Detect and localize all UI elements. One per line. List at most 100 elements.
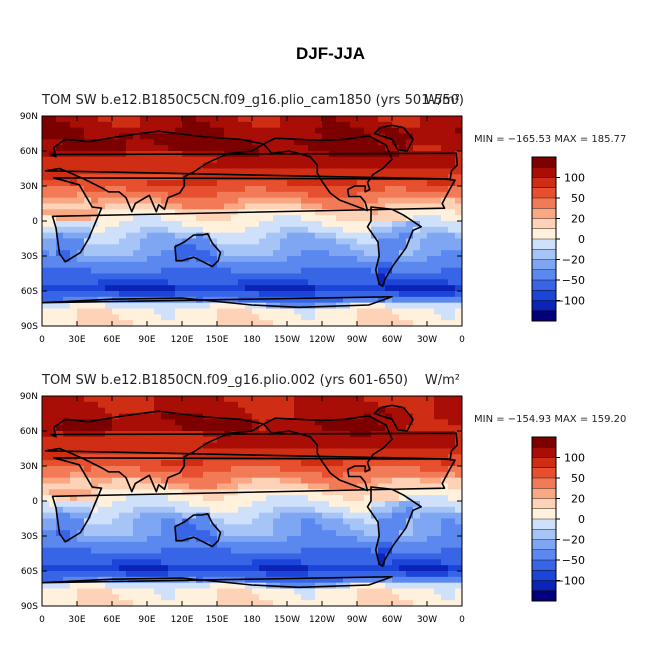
colorbar-box [531,218,557,230]
heatmap-cell [455,506,462,514]
heatmap-cell [77,471,85,479]
heatmap-cell [98,582,106,589]
heatmap-cell [119,244,127,251]
heatmap-cell [182,506,190,514]
heatmap-cell [210,121,218,129]
heatmap-cell [434,145,442,152]
heatmap-cell [350,448,358,455]
heatmap-cell [308,442,316,449]
heatmap-cell [315,547,323,554]
heatmap-cell [434,320,442,326]
heatmap-cell [140,407,148,414]
heatmap-cell [308,471,316,479]
heatmap-cell [56,273,64,280]
heatmap-cell [56,518,64,525]
heatmap-cell [119,116,127,123]
heatmap-cell [441,145,449,152]
heatmap-cell [210,483,218,490]
heatmap-cell [98,588,106,595]
heatmap-cell [196,267,204,274]
heatmap-cell [357,256,365,263]
heatmap-cell [280,466,288,473]
heatmap-cell [287,471,295,479]
heatmap-cell [203,116,211,123]
heatmap-cell [126,209,134,216]
heatmap-cell [287,600,295,606]
heatmap-cell [434,460,442,467]
heatmap-cell [133,197,141,204]
heatmap-cell [56,501,64,508]
heatmap-cell [168,226,176,234]
heatmap-cell [371,221,379,228]
heatmap-cell [301,168,309,175]
heatmap-cell [189,495,197,502]
heatmap-cell [259,536,267,543]
heatmap-cell [259,594,267,601]
heatmap-cell [357,168,365,175]
heatmap-cell [329,559,337,566]
heatmap-cell [77,576,85,584]
heatmap-cell [56,407,64,414]
heatmap-cell [329,320,337,326]
heatmap-cell [231,291,239,298]
heatmap-cell [434,553,442,560]
heatmap-cell [420,127,428,134]
heatmap-cell [140,209,148,216]
heatmap-cell [385,320,393,326]
heatmap-cell [357,162,365,169]
heatmap-cell [448,273,456,280]
heatmap-cell [301,314,309,321]
heatmap-cell [385,203,393,210]
heatmap-cell [378,168,386,175]
heatmap-cell [140,466,148,473]
heatmap-cell [343,232,351,239]
heatmap-cell [392,588,400,595]
heatmap-cell [371,582,379,589]
heatmap-cell [224,267,232,274]
heatmap-cell [252,238,260,245]
heatmap-cell [147,314,155,321]
heatmap-cell [280,553,288,560]
heatmap-cell [84,273,92,280]
heatmap-cell [371,477,379,484]
heatmap-cell [175,559,183,566]
heatmap-cell [280,121,288,129]
heatmap-cell [455,588,462,595]
heatmap-cell [252,460,260,467]
heatmap-cell [371,448,379,455]
heatmap-cell [231,454,239,461]
heatmap-cell [49,571,57,578]
heatmap-cell [105,238,113,245]
heatmap-cell [329,221,337,228]
heatmap-cell [140,139,148,146]
heatmap-cell [49,203,57,210]
heatmap-cell [245,244,253,251]
heatmap-cell [308,600,316,606]
heatmap-cell [217,215,225,222]
heatmap-cell [84,530,92,537]
heatmap-cell [161,285,169,292]
heatmap-cell [203,600,211,606]
heatmap-cell [455,168,462,175]
heatmap-cell [168,506,176,514]
heatmap-cell [315,209,323,216]
heatmap-cell [406,156,414,164]
heatmap-cell [350,460,358,467]
heatmap-cell [140,162,148,169]
heatmap-cell [238,285,246,292]
heatmap-cell [161,512,169,519]
heatmap-cell [140,314,148,321]
heatmap-cell [238,442,246,449]
heatmap-cell [357,267,365,274]
heatmap-cell [308,244,316,251]
heatmap-cell [210,308,218,315]
heatmap-cell [42,151,50,158]
heatmap-cell [77,565,85,572]
heatmap-cell [273,197,281,204]
heatmap-cell [105,495,113,502]
heatmap-cell [420,442,428,449]
heatmap-cell [441,553,449,560]
heatmap-cell [448,442,456,449]
heatmap-cell [399,594,407,601]
heatmap-cell [399,582,407,589]
